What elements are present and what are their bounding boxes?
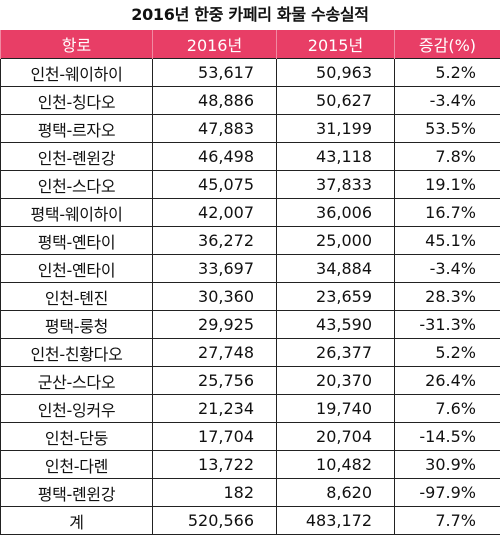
route-cell: 평택-르자오 xyxy=(1,115,153,143)
value-2016-cell: 36,272 xyxy=(153,227,277,255)
value-2016-cell: 520,566 xyxy=(153,507,277,535)
value-2015-cell: 43,118 xyxy=(277,143,395,171)
value-2016-cell: 53,617 xyxy=(153,59,277,87)
route-cell: 인천-롄윈강 xyxy=(1,143,153,171)
route-cell: 인천-칭다오 xyxy=(1,87,153,115)
value-2016-cell: 42,007 xyxy=(153,199,277,227)
route-cell: 인천-스다오 xyxy=(1,171,153,199)
header-change: 증감(%) xyxy=(395,30,500,59)
value-2016-cell: 21,234 xyxy=(153,395,277,423)
value-2016-cell: 33,697 xyxy=(153,255,277,283)
value-2015-cell: 483,172 xyxy=(277,507,395,535)
route-cell: 인천-단둥 xyxy=(1,423,153,451)
value-2015-cell: 25,000 xyxy=(277,227,395,255)
header-2015: 2015년 xyxy=(277,30,395,59)
change-cell: 45.1% xyxy=(395,227,500,255)
value-2015-cell: 20,704 xyxy=(277,423,395,451)
value-2015-cell: 10,482 xyxy=(277,451,395,479)
value-2016-cell: 30,360 xyxy=(153,283,277,311)
value-2015-cell: 23,659 xyxy=(277,283,395,311)
change-cell: 7.7% xyxy=(395,507,500,535)
change-cell: -14.5% xyxy=(395,423,500,451)
change-cell: 5.2% xyxy=(395,339,500,367)
value-2016-cell: 13,722 xyxy=(153,451,277,479)
value-2015-cell: 31,199 xyxy=(277,115,395,143)
value-2016-cell: 46,498 xyxy=(153,143,277,171)
route-cell: 인천-다롄 xyxy=(1,451,153,479)
value-2016-cell: 47,883 xyxy=(153,115,277,143)
header-route: 항로 xyxy=(1,30,153,59)
value-2015-cell: 19,740 xyxy=(277,395,395,423)
value-2015-cell: 50,627 xyxy=(277,87,395,115)
route-cell: 인천-잉커우 xyxy=(1,395,153,423)
change-cell: -97.9% xyxy=(395,479,500,507)
value-2016-cell: 182 xyxy=(153,479,277,507)
value-2016-cell: 45,075 xyxy=(153,171,277,199)
value-2015-cell: 50,963 xyxy=(277,59,395,87)
change-cell: -31.3% xyxy=(395,311,500,339)
route-cell: 평택-롄윈강 xyxy=(1,479,153,507)
change-cell: 26.4% xyxy=(395,367,500,395)
change-cell: 30.9% xyxy=(395,451,500,479)
header-2016: 2016년 xyxy=(153,30,277,59)
value-2015-cell: 37,833 xyxy=(277,171,395,199)
route-cell: 평택-옌타이 xyxy=(1,227,153,255)
value-2015-cell: 36,006 xyxy=(277,199,395,227)
value-2016-cell: 29,925 xyxy=(153,311,277,339)
change-cell: 7.8% xyxy=(395,143,500,171)
table-title: 2016년 한중 카페리 화물 수송실적 xyxy=(0,0,500,30)
route-cell: 계 xyxy=(1,507,153,535)
route-cell: 인천-옌타이 xyxy=(1,255,153,283)
value-2016-cell: 48,886 xyxy=(153,87,277,115)
route-cell: 인천-친황다오 xyxy=(1,339,153,367)
value-2015-cell: 43,590 xyxy=(277,311,395,339)
change-cell: -3.4% xyxy=(395,255,500,283)
change-cell: 28.3% xyxy=(395,283,500,311)
header-row: 항로 2016년 2015년 증감(%) xyxy=(1,30,500,59)
route-cell: 평택-룽청 xyxy=(1,311,153,339)
value-2015-cell: 26,377 xyxy=(277,339,395,367)
change-cell: -3.4% xyxy=(395,87,500,115)
change-cell: 7.6% xyxy=(395,395,500,423)
route-cell: 군산-스다오 xyxy=(1,367,153,395)
route-cell: 평택-웨이하이 xyxy=(1,199,153,227)
route-cell: 인천-톈진 xyxy=(1,283,153,311)
value-2015-cell: 34,884 xyxy=(277,255,395,283)
route-cell: 인천-웨이하이 xyxy=(1,59,153,87)
change-cell: 19.1% xyxy=(395,171,500,199)
value-2015-cell: 20,370 xyxy=(277,367,395,395)
change-cell: 53.5% xyxy=(395,115,500,143)
change-cell: 5.2% xyxy=(395,59,500,87)
value-2016-cell: 17,704 xyxy=(153,423,277,451)
change-cell: 16.7% xyxy=(395,199,500,227)
value-2016-cell: 27,748 xyxy=(153,339,277,367)
value-2015-cell: 8,620 xyxy=(277,479,395,507)
value-2016-cell: 25,756 xyxy=(153,367,277,395)
